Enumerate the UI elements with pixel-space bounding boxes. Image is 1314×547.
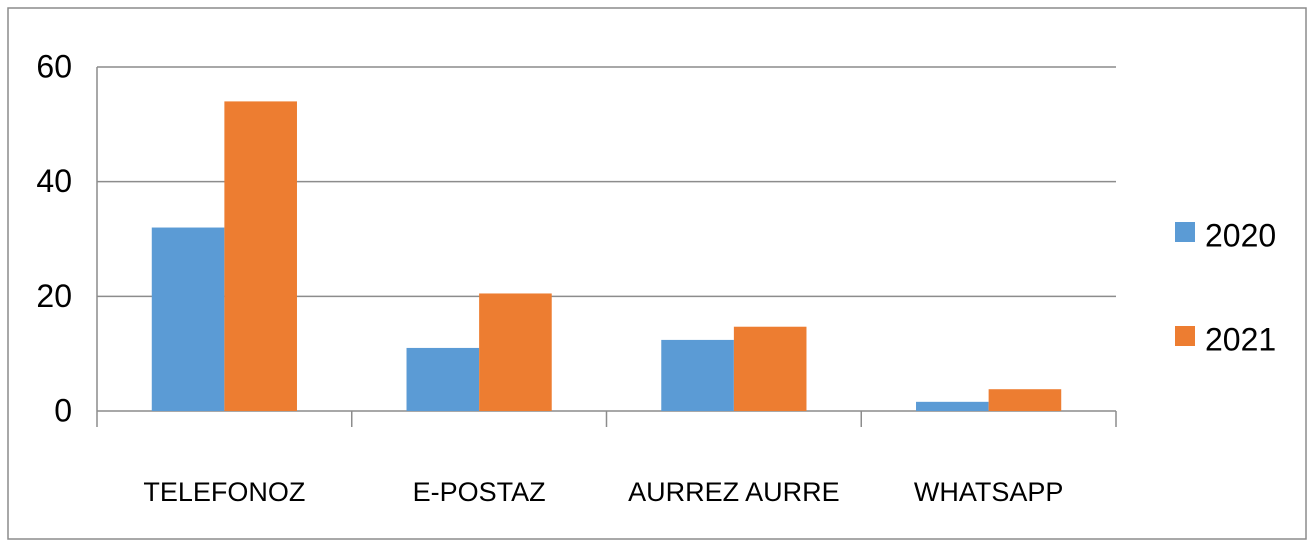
y-tick-label: 0 — [54, 392, 72, 428]
bar — [733, 326, 807, 411]
legend-swatch — [1175, 326, 1195, 346]
bar — [988, 389, 1062, 411]
x-tick-label: WHATSAPP — [914, 477, 1064, 507]
x-tick-label: TELEFONOZ — [143, 477, 305, 507]
legend-label: 2020 — [1205, 217, 1276, 253]
x-tick-label: E-POSTAZ — [413, 477, 546, 507]
bar — [661, 339, 734, 411]
y-tick-label: 20 — [36, 278, 72, 314]
y-tick-label: 60 — [36, 48, 72, 84]
legend-label: 2021 — [1205, 321, 1276, 357]
bar — [224, 101, 297, 412]
bar — [151, 227, 225, 411]
bar — [406, 347, 480, 411]
bar — [479, 293, 552, 411]
y-tick-label: 40 — [36, 163, 72, 199]
bar — [916, 401, 989, 411]
x-tick-label: AURREZ AURRE — [628, 477, 840, 507]
legend-swatch — [1175, 222, 1195, 242]
